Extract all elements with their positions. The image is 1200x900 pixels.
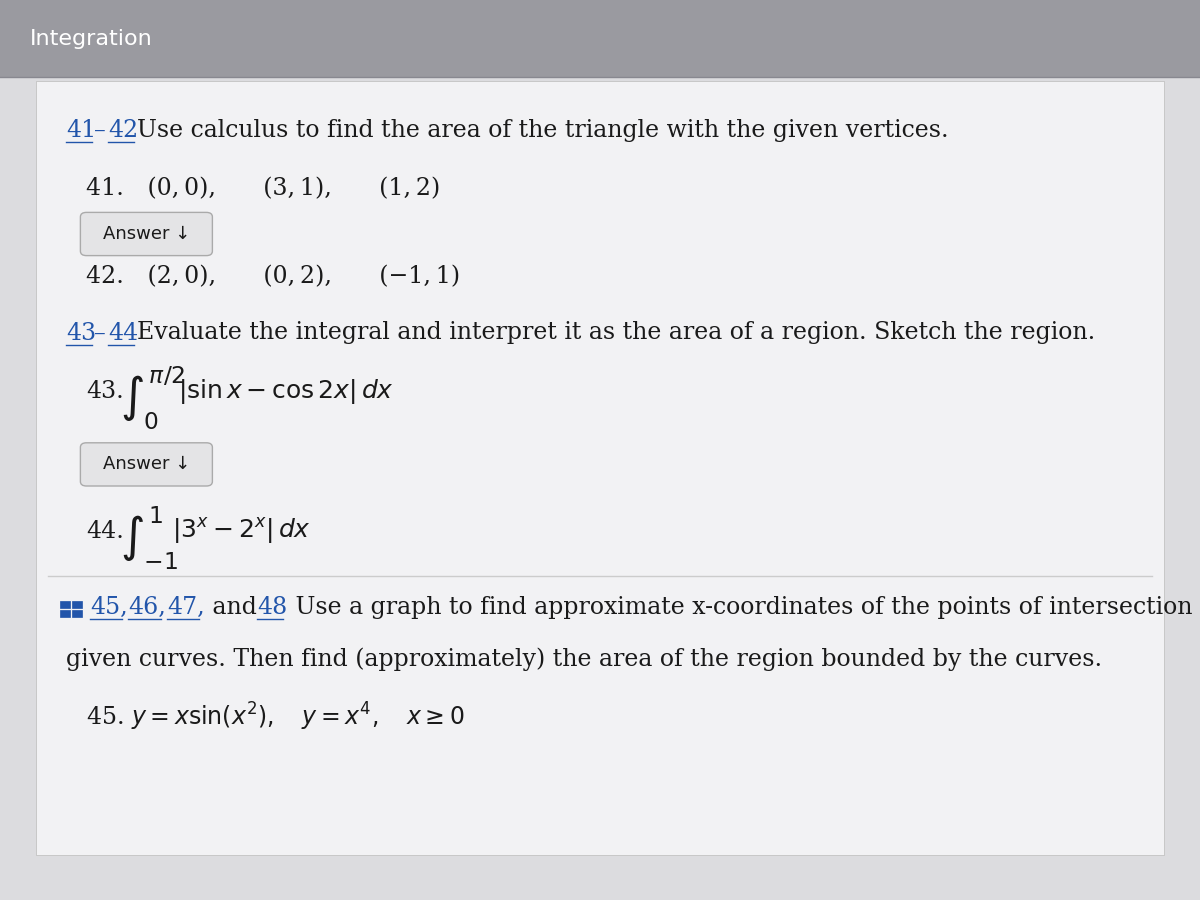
Text: 42. (2, 0),  (0, 2),  (−1, 1): 42. (2, 0), (0, 2), (−1, 1) [86, 266, 461, 289]
FancyBboxPatch shape [60, 610, 70, 617]
Text: Answer ↓: Answer ↓ [103, 455, 190, 473]
FancyBboxPatch shape [80, 443, 212, 486]
Text: Use calculus to find the area of the triangle with the given vertices.: Use calculus to find the area of the tri… [137, 119, 948, 142]
FancyBboxPatch shape [72, 601, 82, 608]
Text: 44.: 44. [86, 519, 125, 543]
Text: Use a graph to find approximate x-coordinates of the points of intersection of t: Use a graph to find approximate x-coordi… [288, 596, 1200, 619]
FancyBboxPatch shape [72, 610, 82, 617]
Text: 42: 42 [108, 119, 138, 142]
Text: Integration: Integration [30, 29, 152, 49]
Text: 43.: 43. [86, 380, 124, 403]
FancyBboxPatch shape [60, 601, 70, 608]
Text: 41: 41 [66, 119, 96, 142]
Text: given curves. Then find (approximately) the area of the region bounded by the cu: given curves. Then find (approximately) … [66, 647, 1102, 670]
Text: 45. $y = x\sin(x^2),\quad y = x^4,\quad x \geq 0$: 45. $y = x\sin(x^2),\quad y = x^4,\quad … [86, 701, 466, 734]
Text: –: – [94, 119, 106, 142]
FancyBboxPatch shape [36, 81, 1164, 855]
Text: $\int_{0}^{\pi/2}$: $\int_{0}^{\pi/2}$ [120, 365, 185, 433]
Text: Evaluate the integral and interpret it as the area of a region. Sketch the regio: Evaluate the integral and interpret it a… [137, 321, 1096, 345]
Text: $|\sin x - \cos 2x|\, dx$: $|\sin x - \cos 2x|\, dx$ [178, 377, 394, 406]
Text: 48: 48 [257, 596, 287, 619]
Text: and: and [205, 596, 264, 619]
Text: 41. (0, 0),  (3, 1),  (1, 2): 41. (0, 0), (3, 1), (1, 2) [86, 177, 440, 201]
Text: 46,: 46, [128, 596, 167, 619]
Text: 47,: 47, [167, 596, 204, 619]
FancyBboxPatch shape [0, 0, 1200, 76]
Text: 44: 44 [108, 321, 138, 345]
Text: 43: 43 [66, 321, 96, 345]
Text: Answer ↓: Answer ↓ [103, 225, 190, 243]
Text: $\int_{-1}^{1}$: $\int_{-1}^{1}$ [120, 504, 179, 572]
Text: 45,: 45, [90, 596, 127, 619]
Text: $|3^x - 2^x|\, dx$: $|3^x - 2^x|\, dx$ [172, 516, 311, 546]
Text: –: – [94, 321, 106, 345]
FancyBboxPatch shape [80, 212, 212, 256]
